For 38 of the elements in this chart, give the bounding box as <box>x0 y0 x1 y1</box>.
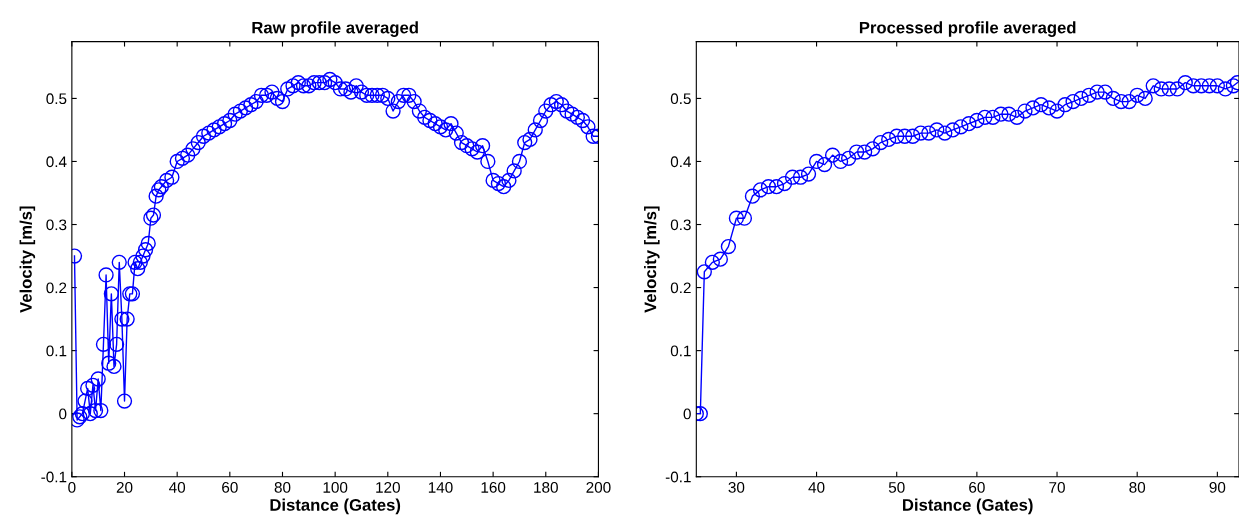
y-axis-title: Velocity [m/s] <box>19 206 36 313</box>
chart-title: Raw profile averaged <box>252 21 418 37</box>
x-tick-label: 80 <box>1129 481 1146 493</box>
y-tick-label: 0.2 <box>46 282 67 294</box>
x-axis-title: Distance (Gates) <box>270 498 401 515</box>
x-axis-title: Distance (Gates) <box>903 498 1033 515</box>
x-tick-label: 90 <box>1209 481 1226 493</box>
x-tick-label: 50 <box>888 481 905 493</box>
y-tick-label: 0.3 <box>46 219 67 231</box>
y-tick-label: 0.1 <box>46 345 67 357</box>
x-tick-label: 40 <box>808 481 825 493</box>
y-tick-label: 0.5 <box>670 93 691 105</box>
y-tick-label: 0.5 <box>46 93 67 105</box>
y-tick-label: 0.4 <box>670 156 692 168</box>
x-tick-label: 140 <box>428 481 453 493</box>
x-tick-label: 200 <box>586 481 611 493</box>
y-tick-label: 0.4 <box>46 156 67 168</box>
y-tick-label: -0.1 <box>41 471 67 483</box>
x-tick-label: 0 <box>68 481 76 493</box>
x-tick-label: 70 <box>1049 481 1065 493</box>
x-tick-label: 180 <box>534 481 558 493</box>
x-tick-label: 20 <box>116 481 133 493</box>
x-tick-label: 120 <box>376 481 400 493</box>
y-tick-label: 0 <box>683 408 691 420</box>
y-tick-label: 0.1 <box>670 345 691 357</box>
chart-title: Processed profile averaged <box>859 21 1076 37</box>
x-tick-label: 100 <box>323 481 348 493</box>
x-tick-label: 40 <box>169 481 186 493</box>
y-tick-label: 0.3 <box>670 219 691 231</box>
y-tick-label: 0 <box>59 408 67 420</box>
y-tick-label: 0.2 <box>670 282 691 294</box>
x-tick-label: 30 <box>728 481 745 493</box>
x-tick-label: 160 <box>481 481 506 493</box>
x-tick-label: 60 <box>222 481 238 493</box>
y-axis-title: Velocity [m/s] <box>644 206 660 313</box>
x-tick-label: 80 <box>274 481 291 493</box>
y-tick-label: -0.1 <box>665 471 691 483</box>
x-tick-label: 60 <box>969 481 985 493</box>
